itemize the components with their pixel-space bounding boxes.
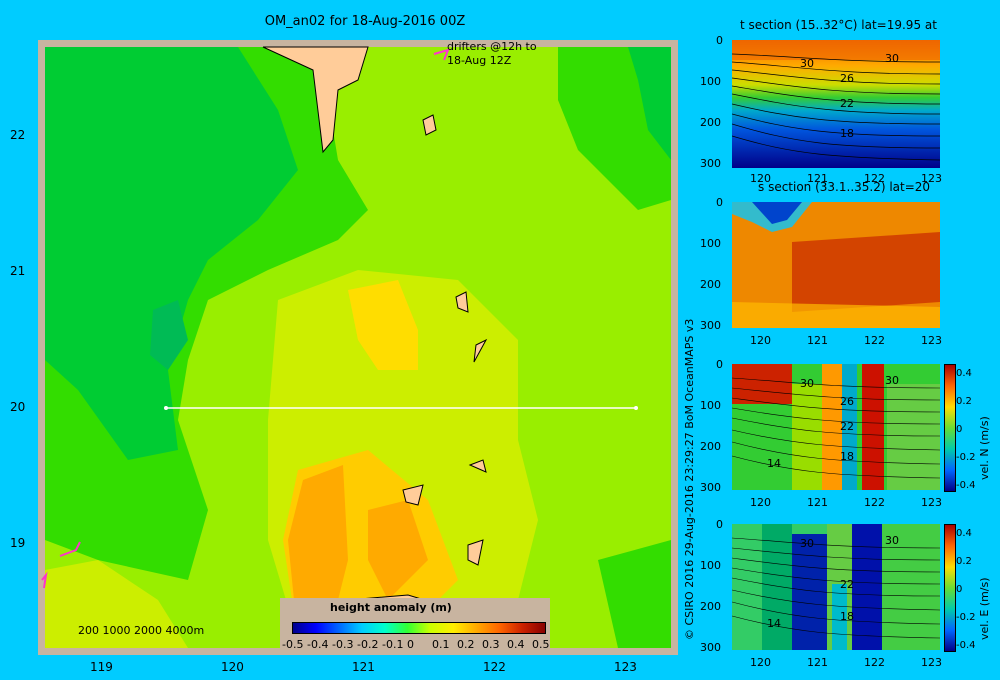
panel-y-tick: 0 [716, 196, 723, 209]
colorbar-tick: -0.1 [382, 638, 404, 651]
panel-y-tick: 200 [700, 600, 721, 613]
e-contour-label: 14 [767, 617, 781, 630]
e-contour-label: 30 [800, 537, 814, 550]
map-title: OM_an02 for 18-Aug-2016 00Z [264, 14, 466, 29]
map-y-tick: 22 [10, 128, 26, 142]
panel-x-tick: 123 [921, 656, 942, 669]
vel-colorbar-tick: 0 [956, 584, 963, 595]
t-contour-label: 18 [840, 127, 854, 140]
colorbar-tick: -0.4 [307, 638, 329, 651]
map-y-tick: 21 [10, 264, 26, 278]
colorbar-tick: 0 [407, 638, 414, 651]
panel-x-tick: 121 [807, 656, 828, 669]
n-contour-label: 26 [840, 395, 854, 408]
vel-n-colorbar [944, 364, 956, 492]
panel-x-tick: 121 [807, 172, 828, 185]
t-contour-label: 26 [840, 72, 854, 85]
credit-text: © CSIRO 2016 29-Aug-2016 23:29:27 BoM Oc… [683, 318, 696, 640]
e-contour-label: 18 [840, 610, 854, 623]
panel-x-tick: 122 [864, 656, 885, 669]
colorbar-tick: -0.2 [357, 638, 379, 651]
map-x-tick: 121 [352, 660, 375, 674]
panel-x-tick: 120 [750, 334, 771, 347]
height-anomaly-map[interactable] [38, 40, 678, 655]
panel-y-tick: 200 [700, 440, 721, 453]
map-x-tick: 120 [221, 660, 244, 674]
panel-y-tick: 0 [716, 518, 723, 531]
panel-x-tick: 122 [864, 496, 885, 509]
colorbar-title: height anomaly (m) [330, 601, 452, 614]
e-contour-label: 22 [840, 578, 854, 591]
vel-e-section-plot[interactable] [732, 524, 940, 650]
map-y-tick: 20 [10, 400, 26, 414]
vel-colorbar-tick: -0.2 [956, 452, 976, 463]
colorbar-tick: 0.2 [457, 638, 475, 651]
e-contour-label: 30 [885, 534, 899, 547]
panel-y-tick: 100 [700, 237, 721, 250]
colorbar-tick: -0.5 [282, 638, 304, 651]
panel-x-tick: 121 [807, 334, 828, 347]
vel-colorbar-tick: 0.4 [956, 368, 972, 379]
map-x-tick: 122 [483, 660, 506, 674]
vel-colorbar-tick: -0.4 [956, 480, 976, 491]
t-section-plot[interactable] [732, 40, 940, 168]
s-section-plot[interactable] [732, 202, 940, 328]
panel-y-tick: 300 [700, 157, 721, 170]
panel-y-tick: 100 [700, 399, 721, 412]
panel-y-tick: 300 [700, 481, 721, 494]
depth-contour-legend: 200 1000 2000 4000m [78, 624, 205, 637]
colorbar-tick: 0.3 [482, 638, 500, 651]
n-contour-label: 14 [767, 457, 781, 470]
vel-e-colorbar-label: vel. E (m/s) [978, 577, 991, 640]
drifter-label-line1: drifters @12h to [447, 40, 537, 53]
t-section-title: t section (15..32°C) lat=19.95 at [740, 18, 937, 32]
vel-colorbar-tick: -0.2 [956, 612, 976, 623]
drifter-label-line2: 18-Aug 12Z [447, 54, 512, 67]
panel-y-tick: 200 [700, 116, 721, 129]
panel-y-tick: 300 [700, 641, 721, 654]
vel-colorbar-tick: -0.4 [956, 640, 976, 651]
n-contour-label: 22 [840, 420, 854, 433]
t-contour-label: 30 [800, 57, 814, 70]
vel-n-colorbar-label: vel. N (m/s) [978, 416, 991, 480]
panel-x-tick: 122 [864, 334, 885, 347]
panel-x-tick: 120 [750, 656, 771, 669]
colorbar-tick: 0.4 [507, 638, 525, 651]
panel-y-tick: 300 [700, 319, 721, 332]
panel-x-tick: 123 [921, 496, 942, 509]
panel-x-tick: 123 [921, 334, 942, 347]
vel-colorbar-tick: 0.2 [956, 396, 972, 407]
t-contour-label: 22 [840, 97, 854, 110]
colorbar [292, 622, 546, 634]
map-x-tick: 123 [614, 660, 637, 674]
colorbar-tick: -0.3 [332, 638, 354, 651]
panel-x-tick: 120 [750, 496, 771, 509]
n-contour-label: 30 [800, 377, 814, 390]
map-x-tick: 119 [90, 660, 113, 674]
t-contour-label: 30 [885, 52, 899, 65]
panel-y-tick: 0 [716, 358, 723, 371]
panel-x-tick: 121 [807, 496, 828, 509]
vel-colorbar-tick: 0.4 [956, 528, 972, 539]
map-y-tick: 19 [10, 536, 26, 550]
panel-x-tick: 123 [921, 172, 942, 185]
s-section-title: s section (33.1..35.2) lat=20 [758, 180, 931, 194]
vel-n-section-plot[interactable] [732, 364, 940, 490]
vel-colorbar-tick: 0.2 [956, 556, 972, 567]
colorbar-tick: 0.5 [532, 638, 550, 651]
panel-y-tick: 0 [716, 34, 723, 47]
panel-y-tick: 100 [700, 559, 721, 572]
vel-e-colorbar [944, 524, 956, 652]
panel-y-tick: 200 [700, 278, 721, 291]
n-contour-label: 30 [885, 374, 899, 387]
panel-y-tick: 100 [700, 75, 721, 88]
panel-x-tick: 120 [750, 172, 771, 185]
panel-x-tick: 122 [864, 172, 885, 185]
vel-colorbar-tick: 0 [956, 424, 963, 435]
n-contour-label: 18 [840, 450, 854, 463]
colorbar-tick: 0.1 [432, 638, 450, 651]
